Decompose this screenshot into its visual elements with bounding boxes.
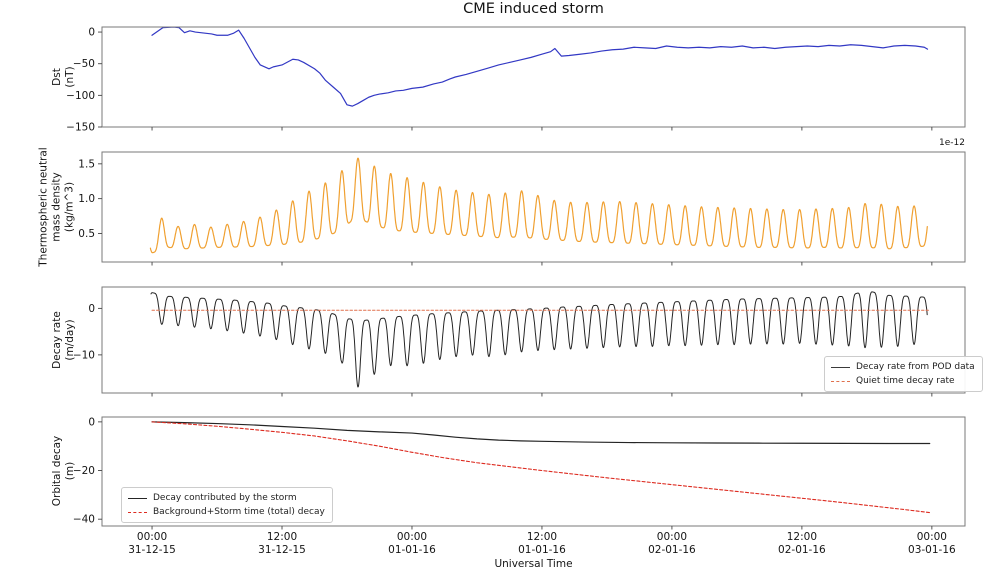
y-tick-label: 0 xyxy=(88,303,95,315)
y-tick-label: 1.5 xyxy=(78,158,95,170)
y-tick-label: 1.0 xyxy=(78,193,95,205)
storm-decay-swatch-icon xyxy=(128,497,147,499)
thermospheric-neutral-mass-density-line xyxy=(149,157,928,254)
y-axis-label-dst: Dst (nT) xyxy=(50,66,76,88)
subplot-2-series xyxy=(150,291,931,388)
x-tick-time-label: 12:00 xyxy=(787,531,817,543)
x-tick-date-label: 31-12-15 xyxy=(128,544,176,556)
legend-orbital-decay: Decay contributed by the storm Backgroun… xyxy=(121,487,333,523)
decay-rate-from-pod-data-line xyxy=(150,291,928,388)
decay-contributed-by-the-storm-line xyxy=(151,421,931,445)
x-tick-time-label: 00:00 xyxy=(917,531,947,543)
x-tick-date-label: 01-01-16 xyxy=(388,544,436,556)
pod-line-swatch-icon xyxy=(831,366,850,368)
y-tick-label: −10 xyxy=(73,349,95,361)
y-axis-label-density: Thermospheric neutral mass density (kg/m… xyxy=(37,147,76,267)
x-tick-date-label: 01-01-16 xyxy=(518,544,566,556)
x-tick-time-label: 00:00 xyxy=(397,531,427,543)
y-tick-label: 0 xyxy=(88,27,95,39)
x-tick-time-label: 00:00 xyxy=(657,531,687,543)
y-tick-label: 0 xyxy=(88,416,95,428)
quiet-line-swatch-icon xyxy=(831,380,850,382)
y-tick-label: −20 xyxy=(73,465,95,477)
subplot-0-series xyxy=(151,27,929,107)
y-tick-label: −50 xyxy=(73,58,95,70)
subplot-3-series xyxy=(151,421,931,514)
y-tick-label: −40 xyxy=(73,514,95,526)
chart-title: CME induced storm xyxy=(463,1,604,17)
subplot-0-frame xyxy=(101,26,966,128)
legend-label: Decay contributed by the storm xyxy=(153,493,297,503)
legend-label: Background+Storm time (total) decay xyxy=(153,507,325,517)
x-tick-date-label: 02-01-16 xyxy=(778,544,826,556)
subplot-1-frame xyxy=(101,151,966,263)
subplot-1-series xyxy=(149,157,928,254)
legend-label: Quiet time decay rate xyxy=(856,376,955,386)
x-tick-date-label: 31-12-15 xyxy=(258,544,306,556)
x-tick-time-label: 12:00 xyxy=(267,531,297,543)
x-tick-time-label: 12:00 xyxy=(527,531,557,543)
x-tick-date-label: 03-01-16 xyxy=(908,544,956,556)
y-tick-label: −100 xyxy=(66,90,95,102)
legend-item: Decay contributed by the storm xyxy=(128,491,325,505)
y-tick-label: −150 xyxy=(66,122,95,134)
legend-label: Decay rate from POD data xyxy=(856,362,975,372)
total-decay-swatch-icon xyxy=(128,511,147,513)
background-plus-storm-time-total-decay-line xyxy=(151,421,931,514)
y-axis-label-orbital-decay: Orbital decay (m) xyxy=(50,435,76,507)
y-axis-label-decay-rate: Decay rate (m/day) xyxy=(50,311,76,369)
legend-item: Background+Storm time (total) decay xyxy=(128,505,325,519)
x-tick-time-label: 00:00 xyxy=(137,531,167,543)
legend-decay-rate: Decay rate from POD data Quiet time deca… xyxy=(824,356,983,392)
dst-index-line xyxy=(151,27,929,107)
y-tick-label: 0.5 xyxy=(78,228,95,240)
offset-exponent-label: 1e-12 xyxy=(939,138,965,148)
subplot-3-frame xyxy=(101,416,966,527)
legend-item: Decay rate from POD data xyxy=(831,360,975,374)
x-axis-label: Universal Time xyxy=(494,558,573,570)
x-tick-date-label: 02-01-16 xyxy=(648,544,696,556)
legend-item: Quiet time decay rate xyxy=(831,374,975,388)
subplot-2-frame xyxy=(101,286,966,394)
